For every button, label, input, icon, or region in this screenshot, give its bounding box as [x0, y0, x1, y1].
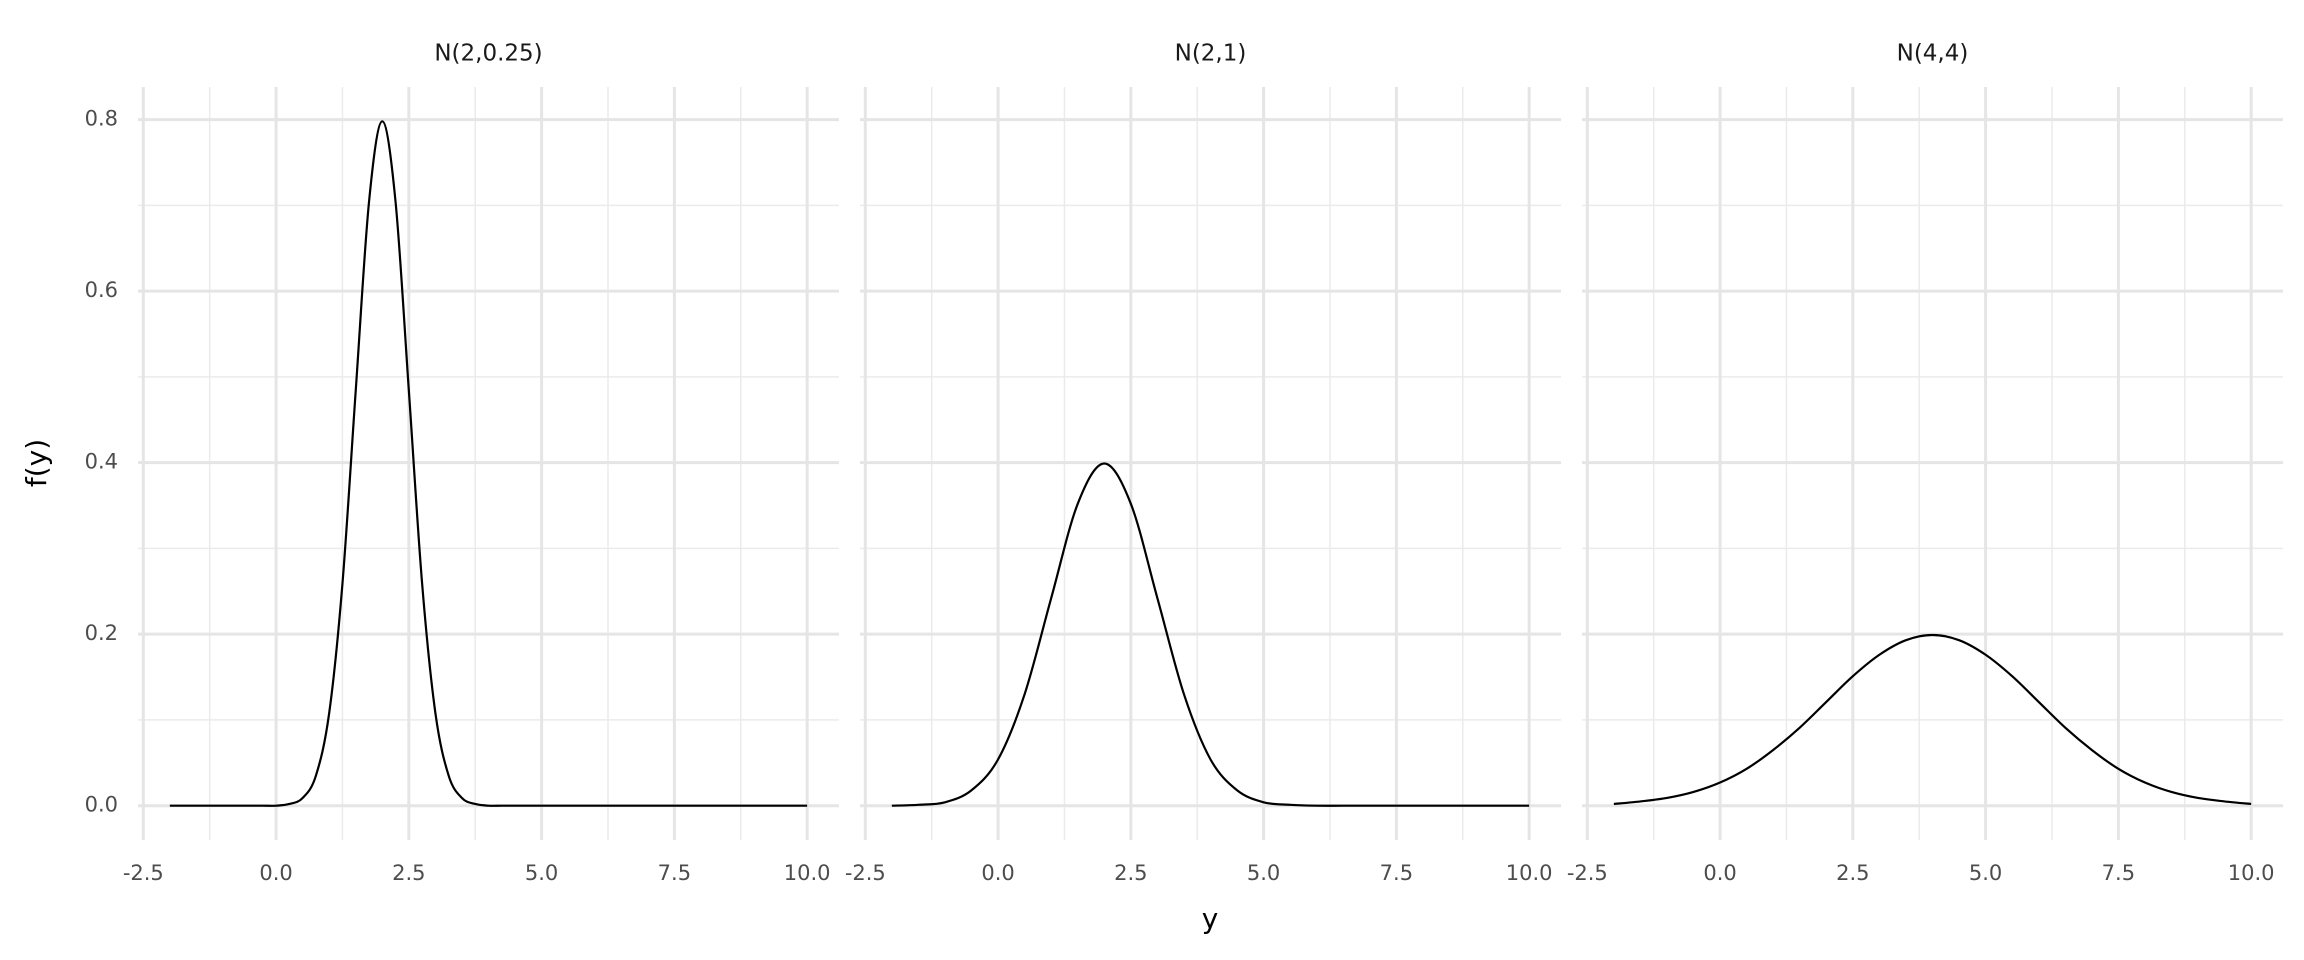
density-curve — [1613, 633, 2252, 806]
x-tick-label: 7.5 — [1380, 861, 1413, 885]
y-tick-label: 0.2 — [85, 621, 118, 645]
y-tick-label: 0.8 — [85, 107, 118, 131]
x-tick-label: -2.5 — [845, 861, 886, 885]
x-tick-label: -2.5 — [123, 861, 164, 885]
x-tick-label: 0.0 — [1703, 861, 1736, 885]
x-tick-label: 0.0 — [259, 861, 292, 885]
panel-title: N(2,0.25) — [434, 41, 542, 67]
y-tick-label: 0.6 — [85, 278, 118, 302]
x-tick-label: 5.0 — [525, 861, 558, 885]
y-axis-label: f(y) — [20, 439, 53, 487]
x-tick-label: 2.5 — [1114, 861, 1147, 885]
x-tick-label: -2.5 — [1567, 861, 1608, 885]
x-tick-label: 10.0 — [784, 861, 831, 885]
x-tick-label: 5.0 — [1247, 861, 1280, 885]
x-tick-label: 10.0 — [1506, 861, 1553, 885]
panel-title: N(2,1) — [1175, 41, 1247, 67]
density-curve — [891, 462, 1530, 807]
x-tick-label: 0.0 — [981, 861, 1014, 885]
x-tick-label: 2.5 — [392, 861, 425, 885]
x-tick-label: 5.0 — [1969, 861, 2002, 885]
panel-title: N(4,4) — [1897, 41, 1969, 67]
x-tick-label: 7.5 — [2102, 861, 2135, 885]
x-tick-label: 10.0 — [2228, 861, 2275, 885]
x-axis-label: y — [1202, 902, 1219, 935]
x-tick-label: 2.5 — [1836, 861, 1869, 885]
y-tick-label: 0.0 — [85, 793, 118, 817]
density-curve — [169, 120, 808, 807]
x-tick-label: 7.5 — [658, 861, 691, 885]
y-tick-label: 0.4 — [85, 450, 118, 474]
